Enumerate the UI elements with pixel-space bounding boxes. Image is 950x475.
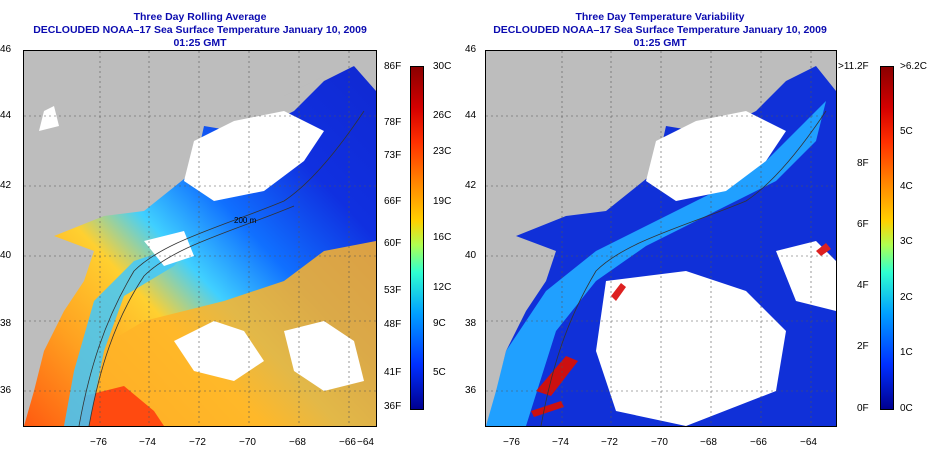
left-y-tick-36: 36: [0, 385, 12, 396]
cloud-var-right: [776, 241, 836, 311]
left-cb-c-5: 5C: [433, 367, 446, 378]
right-colorbar: [880, 66, 894, 410]
left-title-line2: DECLOUDED NOAA–17 Sea Surface Temperatur…: [33, 24, 367, 49]
left-cb-f-78: 78F: [384, 117, 402, 128]
right-y-tick-38: 38: [465, 318, 477, 329]
left-x-tick-72: −72: [189, 437, 206, 448]
left-map: 200 m: [23, 50, 377, 427]
right-y-tick-40: 40: [465, 250, 477, 261]
right-cb-c-3: 3C: [900, 236, 913, 247]
right-cb-f-6: 6F: [857, 219, 869, 230]
right-map-title: Three Day Temperature Variability DECLOU…: [480, 11, 840, 50]
left-cb-c-12: 12C: [433, 282, 452, 293]
right-cb-c-1: 1C: [900, 347, 913, 358]
left-cb-f-48: 48F: [384, 319, 402, 330]
left-cb-f-41: 41F: [384, 367, 402, 378]
shelf-variability: [486, 101, 826, 426]
left-x-tick-66: −66: [339, 437, 356, 448]
left-colorbar: [410, 66, 424, 410]
contour-label-200: 200 m: [234, 216, 257, 225]
cloud-var-maine: [646, 111, 786, 201]
cloud-right: [284, 321, 364, 391]
bathymetry-contours-var: [540, 110, 827, 426]
left-cb-f-73: 73F: [384, 150, 402, 161]
left-x-tick-74: −74: [139, 437, 156, 448]
left-x-tick-68: −68: [289, 437, 306, 448]
right-map: [485, 50, 837, 427]
land: [24, 51, 376, 426]
left-cb-f-36: 36F: [384, 401, 402, 412]
cloud-left: [39, 106, 59, 131]
right-cb-c-62: >6.2C: [900, 61, 927, 72]
left-cb-f-53: 53F: [384, 285, 402, 296]
right-x-tick-74: −74: [552, 437, 569, 448]
land-var: [486, 51, 836, 426]
cloud-center: [174, 321, 264, 381]
right-title-line1: Three Day Temperature Variability: [575, 11, 745, 23]
high-variability-1: [536, 356, 578, 396]
right-cb-c-0: 0C: [900, 403, 913, 414]
left-x-tick-70: −70: [239, 437, 256, 448]
right-x-tick-66: −66: [750, 437, 767, 448]
grid-lines-var: [486, 51, 836, 426]
right-x-tick-76: −76: [503, 437, 520, 448]
left-y-tick-42: 42: [0, 180, 12, 191]
right-cb-f-2: 2F: [857, 341, 869, 352]
left-cb-c-30: 30C: [433, 61, 452, 72]
right-y-tick-44: 44: [465, 110, 477, 121]
left-cb-c-9: 9C: [433, 318, 446, 329]
left-cb-f-66: 66F: [384, 196, 402, 207]
cloud-gulf-of-maine: [184, 111, 324, 201]
left-cb-c-19: 19C: [433, 196, 452, 207]
high-variability-3: [611, 283, 626, 301]
left-y-tick-40: 40: [0, 250, 12, 261]
high-variability-4: [816, 243, 831, 256]
left-cb-c-16: 16C: [433, 232, 452, 243]
left-x-tick-64: −64: [357, 437, 374, 448]
right-y-tick-42: 42: [465, 180, 477, 191]
right-cb-f-0: 0F: [857, 403, 869, 414]
left-title-line1: Three Day Rolling Average: [133, 11, 267, 23]
high-variability-2: [531, 401, 564, 417]
cloud-var-center: [596, 271, 786, 426]
right-cb-c-2: 2C: [900, 292, 913, 303]
left-cb-c-26: 26C: [433, 110, 452, 121]
left-y-tick-38: 38: [0, 318, 12, 329]
right-cb-c-5: 5C: [900, 126, 913, 137]
left-cb-c-23: 23C: [433, 146, 452, 157]
cloud-small: [144, 231, 194, 266]
left-map-title: Three Day Rolling Average DECLOUDED NOAA…: [20, 11, 380, 50]
right-map-svg: [486, 51, 836, 426]
left-x-tick-76: −76: [90, 437, 107, 448]
right-cb-f-4: 4F: [857, 280, 869, 291]
left-cb-f-86: 86F: [384, 61, 402, 72]
right-title-line2: DECLOUDED NOAA–17 Sea Surface Temperatur…: [493, 24, 827, 49]
left-map-svg: 200 m: [24, 51, 376, 426]
right-x-tick-64: −64: [800, 437, 817, 448]
grid-lines: [24, 51, 376, 426]
right-x-tick-72: −72: [601, 437, 618, 448]
left-y-tick-46: 46: [0, 44, 12, 55]
left-y-tick-44: 44: [0, 110, 12, 121]
right-cb-f-8: 8F: [857, 158, 869, 169]
land-nova-scotia: [224, 51, 376, 106]
shelf-water: [64, 241, 194, 426]
right-y-tick-36: 36: [465, 385, 477, 396]
right-x-tick-68: −68: [700, 437, 717, 448]
bathymetry-contours: [78, 110, 365, 426]
right-y-tick-46: 46: [465, 44, 477, 55]
right-cb-f-11: >11.2F: [838, 61, 869, 72]
right-x-tick-70: −70: [651, 437, 668, 448]
right-cb-c-4: 4C: [900, 181, 913, 192]
left-cb-f-60: 60F: [384, 238, 402, 249]
